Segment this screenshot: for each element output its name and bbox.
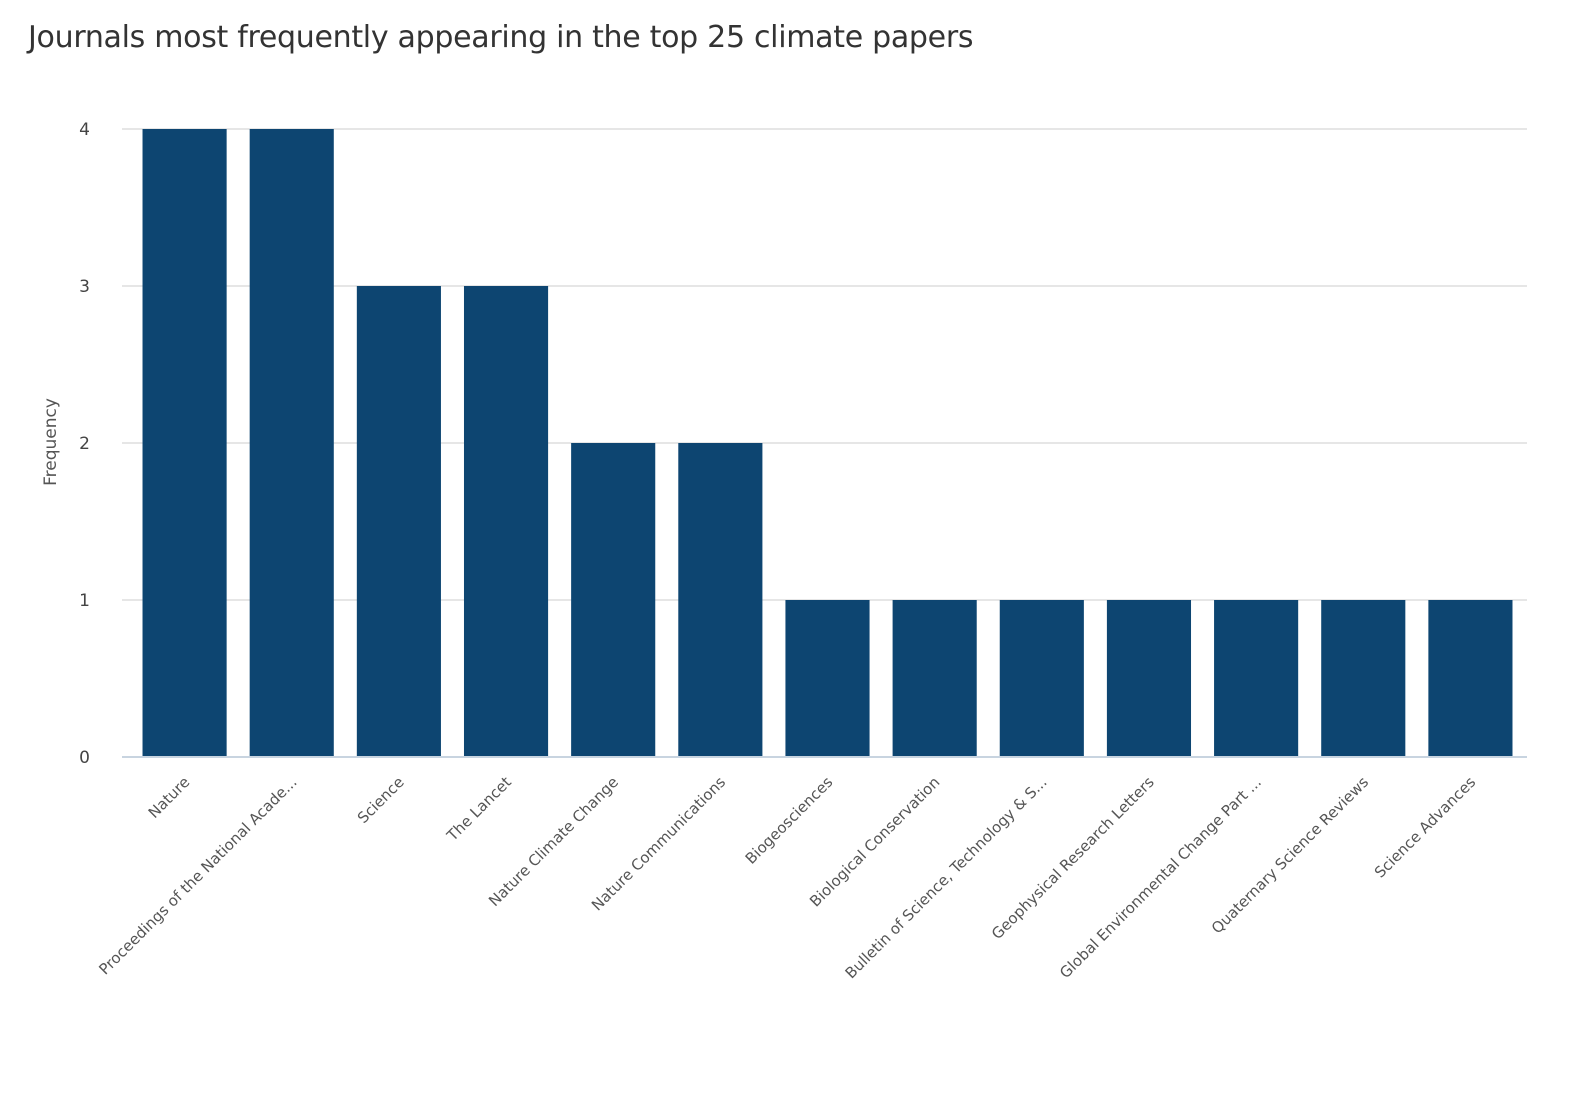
y-axis-ticks: 0 1 2 3 4	[79, 120, 90, 768]
bar[interactable]	[1428, 600, 1513, 757]
bar[interactable]	[678, 443, 763, 757]
x-category-label: Nature	[145, 773, 194, 822]
y-tick-label: 3	[79, 277, 90, 297]
bar[interactable]	[892, 600, 977, 757]
bar[interactable]	[1321, 600, 1406, 757]
bar[interactable]	[249, 129, 334, 757]
x-category-label: Science Advances	[1371, 773, 1480, 882]
chart-title: Journals most frequently appearing in th…	[28, 20, 974, 55]
y-tick-label: 4	[79, 120, 90, 140]
y-axis-title: Frequency	[41, 398, 61, 486]
bar[interactable]	[999, 600, 1084, 757]
bar[interactable]	[1214, 600, 1299, 757]
bar[interactable]	[142, 129, 227, 757]
y-tick-label: 2	[79, 434, 90, 454]
y-tick-label: 0	[79, 748, 90, 768]
bars	[142, 129, 1513, 757]
x-category-label: Biogeosciences	[742, 773, 837, 868]
x-category-label: The Lancet	[443, 773, 515, 845]
bar[interactable]	[1106, 600, 1192, 757]
bar[interactable]	[356, 286, 441, 757]
x-category-label: Science	[354, 773, 408, 827]
x-category-label: Proceedings of the National Acade...	[95, 773, 300, 978]
bar[interactable]	[463, 286, 549, 757]
bar[interactable]	[785, 600, 870, 757]
bar[interactable]	[571, 443, 656, 757]
x-category-label: Bulletin of Science, Technology & S...	[842, 773, 1051, 982]
y-tick-label: 1	[79, 591, 90, 611]
x-category-label: Global Environmental Change Part ...	[1056, 773, 1265, 982]
